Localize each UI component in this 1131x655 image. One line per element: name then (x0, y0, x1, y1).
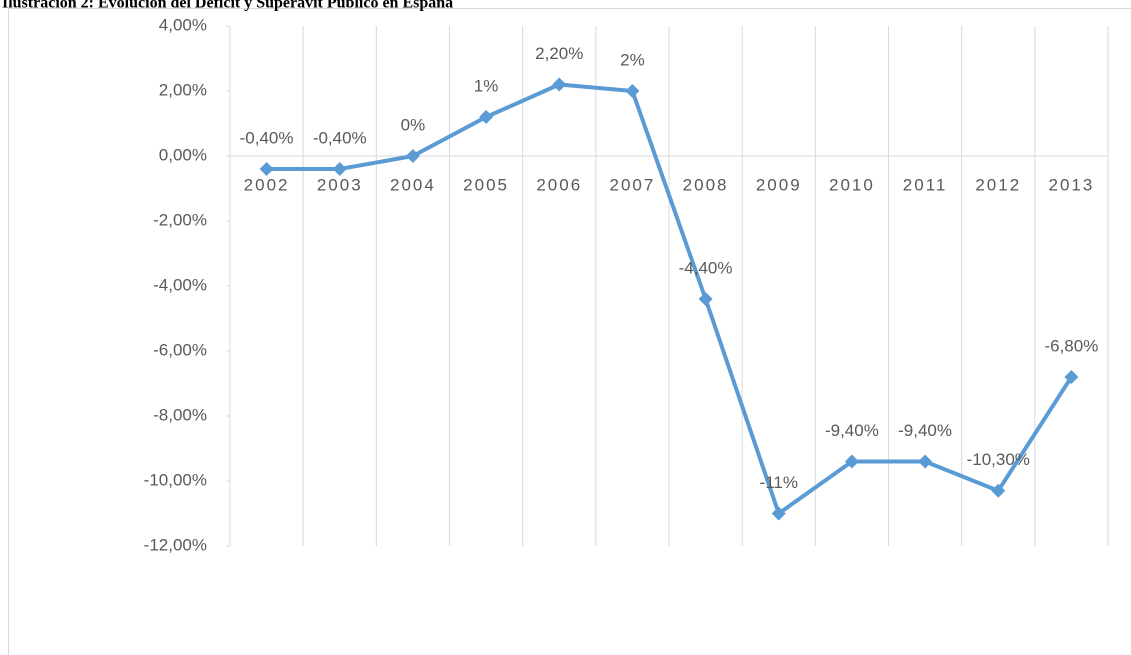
y-tick-label: -6,00% (153, 340, 207, 359)
data-point (991, 483, 1006, 498)
data-point (1064, 370, 1079, 384)
x-tick-label: 2003 (317, 175, 363, 194)
x-tick-label: 2011 (903, 175, 948, 194)
data-label: 1% (474, 76, 499, 95)
data-label: -0,40% (313, 128, 367, 147)
y-tick-label: -8,00% (153, 405, 207, 424)
data-point (332, 162, 347, 176)
data-label: -6,80% (1044, 336, 1098, 355)
data-point (918, 454, 933, 469)
x-tick-label: 2006 (536, 175, 582, 194)
data-point (479, 110, 494, 124)
y-tick-label: 2,00% (159, 80, 207, 99)
data-label: 2,20% (535, 44, 583, 63)
x-tick-label: 2013 (1049, 175, 1095, 194)
x-tick-label: 2005 (463, 175, 509, 194)
data-label: 2% (620, 50, 645, 69)
data-label: -4,40% (679, 258, 733, 277)
x-tick-label: 2004 (390, 175, 436, 194)
x-tick-label: 2002 (244, 175, 290, 194)
chart-frame (8, 8, 1131, 655)
data-point (625, 84, 640, 98)
data-line (266, 82, 1074, 516)
y-tick-label: -2,00% (153, 210, 207, 229)
x-tick-label: 2009 (756, 175, 802, 194)
data-label: -0,40% (240, 128, 294, 147)
data-point (771, 506, 786, 521)
y-tick-label: 4,00% (159, 15, 207, 34)
data-label: 0% (401, 115, 426, 134)
data-label: -9,40% (898, 421, 952, 440)
y-tick-label: 0,00% (159, 145, 207, 164)
data-point (698, 292, 713, 306)
x-tick-label: 2007 (610, 175, 656, 194)
data-label: -9,40% (825, 421, 879, 440)
data-label: -10,30% (967, 450, 1030, 469)
data-point (405, 149, 420, 163)
data-point (552, 77, 567, 92)
x-tick-label: 2008 (683, 175, 729, 194)
x-tick-label: 2010 (829, 175, 875, 194)
data-label: -11% (760, 473, 798, 492)
y-tick-label: -12,00% (144, 535, 207, 554)
data-point (259, 162, 274, 176)
title-backdrop (0, 0, 800, 8)
data-point (844, 454, 859, 469)
x-tick-label: 2012 (975, 175, 1021, 194)
y-tick-label: -4,00% (153, 275, 207, 294)
chart-title: Ilustración 2: Evolución del Déficit y S… (2, 0, 453, 12)
y-tick-label: -10,00% (144, 470, 207, 489)
